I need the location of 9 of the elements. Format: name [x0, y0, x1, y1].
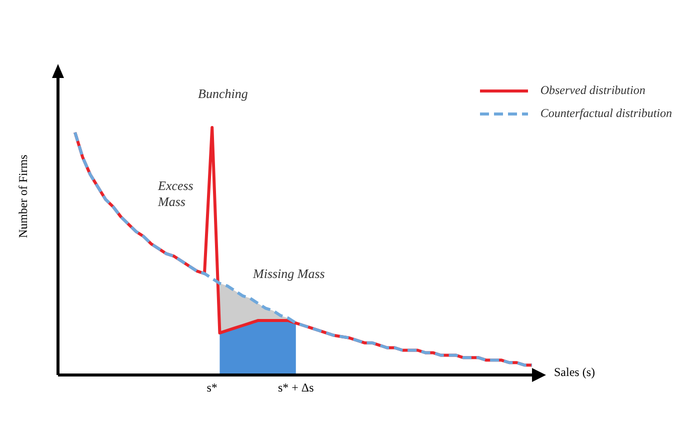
text: Bunching [198, 86, 248, 102]
y-axis-title: Number of Firms [16, 154, 31, 238]
legend-label: Counterfactual distribution [540, 106, 672, 121]
x-tick-label: s* + Δs [278, 380, 314, 395]
x-axis-title: Sales (s) [554, 365, 595, 380]
legend-label: Observed distribution [540, 83, 646, 98]
annotation: Missing Mass [253, 266, 325, 282]
annotation: Excess Mass [158, 178, 194, 210]
x-tick-label: s* [206, 380, 218, 395]
